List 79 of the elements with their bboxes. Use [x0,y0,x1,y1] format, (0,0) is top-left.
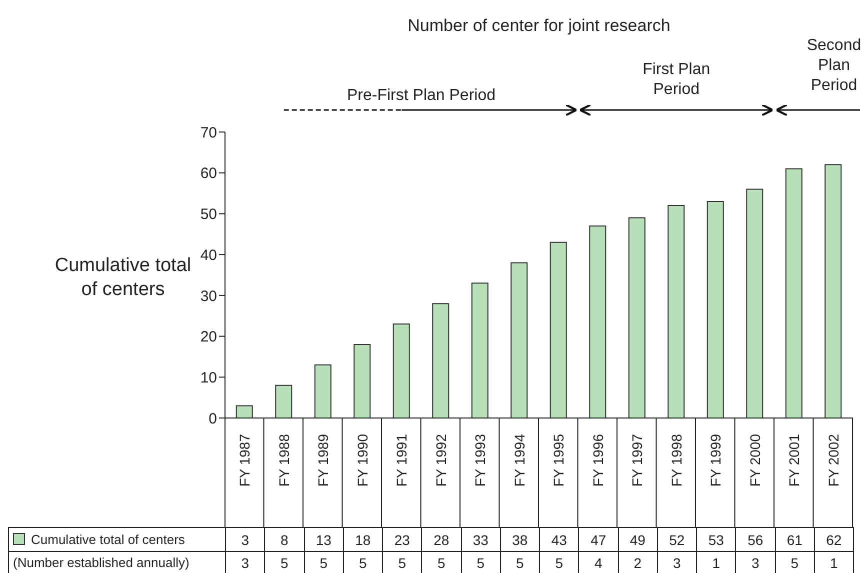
bar [510,262,528,418]
text: 5 [461,552,500,573]
y-tick-label: 60 [200,165,217,182]
bar [824,164,842,418]
bar [432,303,450,418]
bar [668,205,685,418]
text: 5 [343,552,382,573]
data-label: 43 [540,528,579,552]
y-tick-label: 70 [200,124,217,142]
text: First Plan Period [642,60,712,100]
x-tick-label: FY 1989 [315,434,332,487]
x-tick-label: FY 1987 [236,434,253,487]
data-label: 47 [578,528,618,552]
x-tick-label: FY 1999 [708,434,724,487]
x-tick-label: FY 2000 [746,434,763,487]
data-label: 61 [775,528,814,552]
text: 3 [657,552,696,573]
x-tick-label: FY 1994 [511,434,528,487]
data-label: 18 [343,528,382,552]
data-label: 28 [422,528,461,552]
text: 5 [304,552,344,573]
text: 3 [226,552,265,573]
bar [785,168,802,418]
text: 5 [500,552,540,573]
text: 3 [736,552,775,573]
text: 5 [264,552,304,573]
text: 5 [422,552,461,573]
bar [706,200,724,418]
legend-label: Cumulative total of centers [8,528,226,552]
x-tick-label: FY 1995 [550,434,567,487]
text: 5 [775,552,814,573]
x-tick-label: FY 1988 [276,434,292,487]
bar [354,344,371,418]
text: Pre-First Plan Period [346,86,496,106]
data-label: 3 [226,528,265,552]
bar [589,225,606,418]
y-tick-label: 20 [200,328,217,346]
x-tick-label: FY 2001 [786,434,802,487]
bar [628,217,646,418]
x-tick-label: FY 1992 [432,434,449,487]
text: 2 [618,552,658,573]
bar [550,242,567,418]
x-tick-label: FY 2002 [825,434,842,487]
x-tick-label: FY 1996 [590,434,606,487]
text: 1 [696,552,736,573]
y-tick-label: 10 [200,369,217,386]
x-tick-label: FY 1997 [629,434,646,487]
data-label: 56 [736,528,775,552]
y-tick-label: 0 [208,410,217,428]
bar [236,405,253,418]
text: 5 [540,552,579,573]
data-label: 49 [618,528,658,552]
data-label: 53 [696,528,736,552]
x-tick-label: FY 1993 [472,434,488,487]
data-label: 8 [264,528,304,552]
bar [746,188,764,418]
y-tick-label: 40 [200,246,217,264]
text: (Number established annually) [8,552,226,573]
bar [471,282,488,418]
x-tick-label: FY 1990 [354,434,370,487]
data-label: 23 [382,528,422,552]
data-label: 38 [500,528,540,552]
data-label: 13 [304,528,344,552]
data-label: 33 [461,528,500,552]
text: 5 [382,552,422,573]
bar [314,364,332,418]
data-label: 62 [814,528,854,552]
text: 4 [578,552,618,573]
chart-title: Number of center for joint research [406,16,672,36]
bar [275,384,292,418]
bar [392,324,410,418]
y-tick-label: 30 [200,288,217,305]
x-tick-label: FY 1991 [394,434,410,487]
text: 1 [814,552,854,573]
text: Second Plan Period [806,36,861,96]
data-label: 52 [657,528,696,552]
y-axis-title: Cumulative total of centers [54,254,192,302]
y-tick-label: 50 [200,206,217,224]
x-tick-label: FY 1998 [668,434,684,487]
